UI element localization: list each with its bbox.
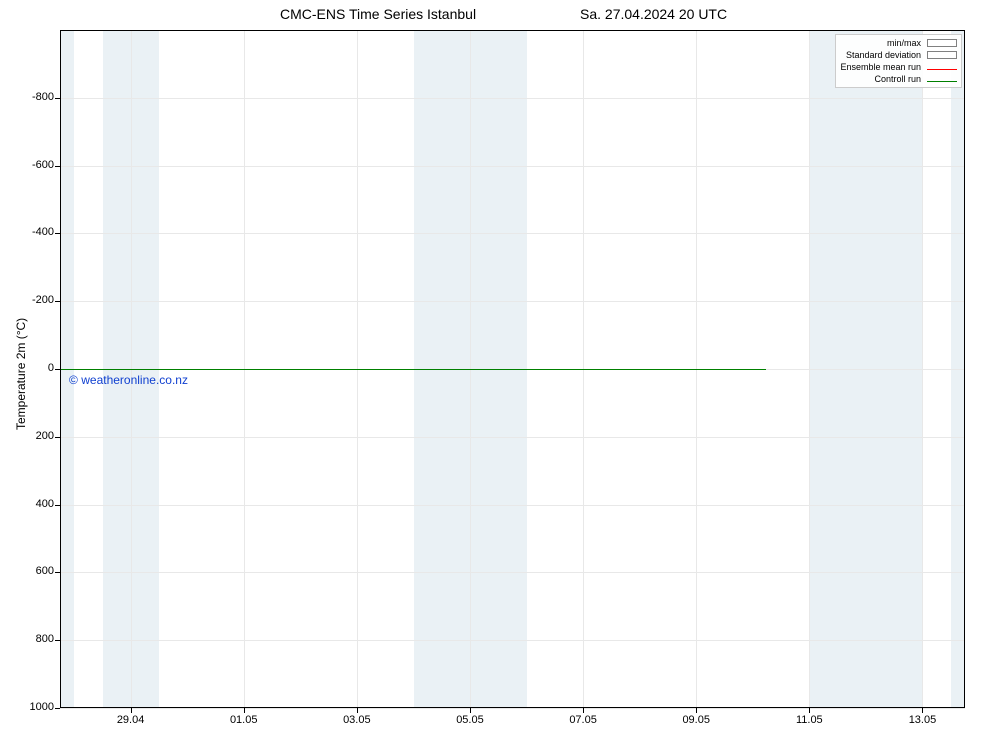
x-tick-label: 05.05 — [450, 714, 490, 726]
x-tick-label: 11.05 — [789, 714, 829, 726]
legend-item: Standard deviation — [840, 49, 957, 61]
y-tick-label: 1000 — [18, 701, 54, 713]
y-tick-label: 0 — [18, 362, 54, 374]
legend-swatch — [927, 39, 957, 47]
grid-line — [922, 30, 923, 708]
x-tick-label: 13.05 — [902, 714, 942, 726]
grid-line — [60, 505, 965, 506]
y-tick-label: -400 — [18, 226, 54, 238]
x-tick-label: 03.05 — [337, 714, 377, 726]
y-tick-label: -200 — [18, 294, 54, 306]
y-tick-mark — [55, 233, 60, 234]
y-tick-label: 800 — [18, 633, 54, 645]
y-tick-mark — [55, 708, 60, 709]
grid-line — [60, 233, 965, 234]
x-tick-mark — [470, 708, 471, 713]
y-tick-mark — [55, 166, 60, 167]
legend-label: Standard deviation — [846, 50, 921, 60]
grid-line — [60, 572, 965, 573]
y-tick-mark — [55, 437, 60, 438]
legend-swatch — [927, 51, 957, 59]
x-tick-mark — [244, 708, 245, 713]
chart-container: CMC-ENS Time Series Istanbul Sa. 27.04.2… — [0, 0, 1000, 733]
x-tick-mark — [131, 708, 132, 713]
grid-line — [60, 301, 965, 302]
y-tick-mark — [55, 98, 60, 99]
y-tick-label: 400 — [18, 498, 54, 510]
chart-title-right: Sa. 27.04.2024 20 UTC — [580, 6, 727, 22]
legend: min/max Standard deviation Ensemble mean r… — [835, 34, 962, 88]
x-tick-label: 07.05 — [563, 714, 603, 726]
legend-label: Controll run — [874, 74, 921, 84]
x-tick-mark — [583, 708, 584, 713]
grid-line — [60, 98, 965, 99]
x-tick-mark — [809, 708, 810, 713]
legend-swatch — [927, 81, 957, 82]
y-tick-mark — [55, 505, 60, 506]
grid-line — [60, 166, 965, 167]
grid-line — [60, 640, 965, 641]
x-tick-mark — [696, 708, 697, 713]
y-tick-mark — [55, 640, 60, 641]
grid-line — [809, 30, 810, 708]
legend-label: min/max — [887, 38, 921, 48]
x-tick-mark — [922, 708, 923, 713]
x-tick-label: 01.05 — [224, 714, 264, 726]
y-tick-label: -800 — [18, 91, 54, 103]
legend-item: min/max — [840, 37, 957, 49]
y-tick-mark — [55, 301, 60, 302]
x-tick-label: 29.04 — [111, 714, 151, 726]
y-tick-label: -600 — [18, 159, 54, 171]
y-tick-mark — [55, 369, 60, 370]
x-tick-mark — [357, 708, 358, 713]
controll-run-line — [60, 369, 766, 370]
watermark: © weatheronline.co.nz — [69, 373, 188, 387]
chart-title-left: CMC-ENS Time Series Istanbul — [280, 6, 476, 22]
y-tick-label: 200 — [18, 430, 54, 442]
y-tick-label: 600 — [18, 565, 54, 577]
grid-line — [60, 708, 965, 709]
legend-item: Ensemble mean run — [840, 61, 957, 73]
grid-line — [60, 437, 965, 438]
legend-label: Ensemble mean run — [840, 62, 921, 72]
legend-swatch — [927, 69, 957, 70]
y-tick-mark — [55, 572, 60, 573]
legend-item: Controll run — [840, 73, 957, 85]
x-tick-label: 09.05 — [676, 714, 716, 726]
